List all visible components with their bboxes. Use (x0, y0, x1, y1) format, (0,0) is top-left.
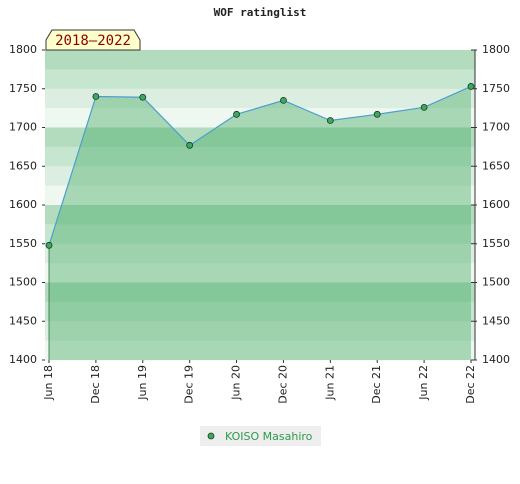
point (139, 93, 147, 101)
stripe (45, 205, 475, 225)
plot-background (45, 50, 475, 361)
stripe (45, 127, 475, 148)
y2-tick-label: 1600 (482, 198, 510, 211)
point (186, 141, 194, 149)
x-tick-label: Dec 22 (464, 365, 477, 404)
y-tick-label: 1550 (9, 237, 37, 250)
period-box (45, 29, 141, 51)
stripe (45, 224, 475, 245)
chart-title: WOF ratinglist (214, 6, 307, 19)
line (48, 85, 472, 246)
y2-tick-label: 1800 (482, 43, 510, 56)
x-tick-label: Dec 21 (370, 365, 383, 404)
stripe (45, 50, 475, 70)
x-tick-label: Dec 20 (276, 365, 289, 404)
y-tick-label: 1450 (9, 314, 37, 327)
x-tick-label: Jun 18 (42, 365, 55, 401)
stripe (45, 108, 475, 128)
area (49, 86, 471, 361)
point (420, 103, 428, 111)
stripe (45, 146, 475, 167)
y2-tick-label: 1700 (482, 121, 510, 134)
legend-marker (207, 432, 215, 440)
x-tick-label: Jun 19 (136, 365, 149, 401)
stripe (45, 185, 475, 206)
stripe (45, 166, 475, 187)
y2-tick-label: 1650 (482, 159, 510, 172)
point (45, 241, 53, 249)
stripe (45, 340, 475, 361)
y2-tick-label: 1550 (482, 237, 510, 250)
y2-tick-label: 1750 (482, 82, 510, 95)
x-tick-label: Dec 19 (183, 365, 196, 404)
stripe (45, 88, 475, 109)
y2-tick-label: 1500 (482, 276, 510, 289)
stripe (45, 301, 475, 322)
stripe (45, 282, 475, 303)
point (467, 83, 475, 90)
x-tick-label: Jun 21 (323, 365, 336, 401)
y-tick-label: 1650 (9, 159, 37, 172)
stripe (45, 69, 475, 90)
stripe (45, 263, 475, 283)
point (373, 110, 381, 118)
y2-tick-label: 1450 (482, 314, 510, 327)
y2-tick-label: 1400 (482, 353, 510, 366)
period-label: 2018–2022 (55, 33, 131, 49)
legend-label: KOISO Masahiro (225, 430, 313, 443)
x-tick-label: Jun 22 (417, 365, 430, 401)
y-tick-label: 1500 (9, 276, 37, 289)
y-tick-label: 1400 (9, 353, 37, 366)
y-tick-label: 1700 (9, 121, 37, 134)
stripe (45, 243, 475, 264)
x-tick-label: Jun 20 (230, 365, 243, 401)
point (326, 117, 334, 124)
stripe (45, 321, 475, 342)
y-tick-label: 1600 (9, 198, 37, 211)
x-tick-label: Dec 18 (89, 365, 102, 404)
point (233, 110, 240, 118)
point (92, 93, 100, 100)
point (280, 96, 287, 104)
y-tick-label: 1750 (9, 82, 37, 95)
y-tick-label: 1800 (9, 43, 37, 56)
legend-box (200, 426, 321, 446)
